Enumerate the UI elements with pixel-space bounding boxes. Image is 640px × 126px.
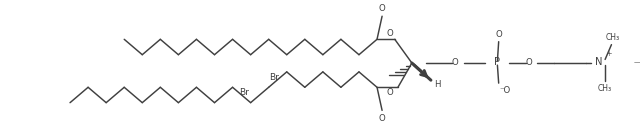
Text: O: O <box>379 114 385 123</box>
Text: ⁻O: ⁻O <box>499 86 511 95</box>
Text: O: O <box>451 58 458 67</box>
Text: O: O <box>379 4 385 13</box>
Text: O: O <box>495 30 502 39</box>
Text: O: O <box>525 58 532 67</box>
Text: H: H <box>434 80 440 89</box>
Text: O: O <box>387 88 394 97</box>
Text: —: — <box>634 59 640 65</box>
Text: Br: Br <box>269 73 278 82</box>
Text: +: + <box>606 51 612 57</box>
Text: P: P <box>495 57 500 67</box>
Text: CH₃: CH₃ <box>605 33 620 42</box>
Text: CH₃: CH₃ <box>598 84 612 93</box>
Text: Br: Br <box>239 88 249 97</box>
Text: N: N <box>595 57 602 67</box>
Text: O: O <box>387 29 394 38</box>
